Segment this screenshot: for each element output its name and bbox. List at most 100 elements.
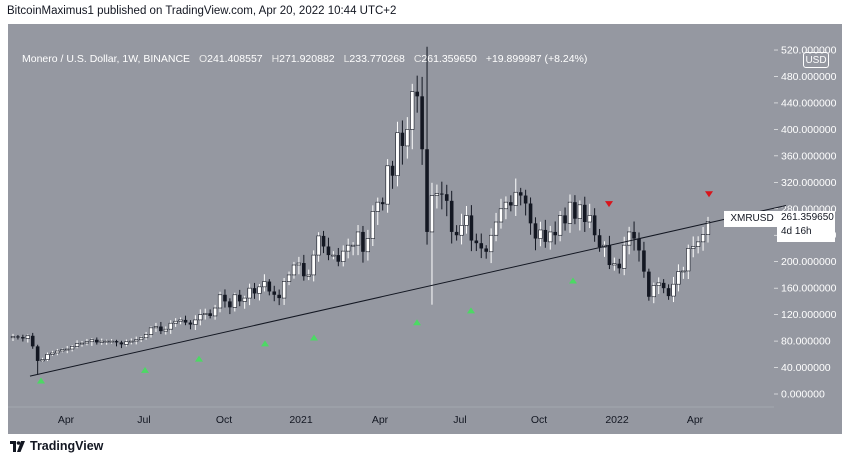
candle-up	[139, 337, 144, 341]
candle-up	[79, 342, 85, 345]
candle-up	[163, 328, 168, 332]
support-trendline	[29, 204, 787, 377]
candle-up	[25, 335, 30, 339]
candle-up	[50, 352, 55, 355]
candle-up	[247, 287, 252, 299]
candle-up	[148, 327, 154, 335]
candle-up	[434, 193, 440, 196]
y-tick-label: 440.000000	[781, 97, 837, 109]
resistance-arrow-icon	[705, 191, 713, 198]
candle-up	[405, 129, 410, 147]
candle-up	[291, 264, 297, 276]
candle-down	[484, 248, 488, 252]
support-arrow-icon	[141, 366, 149, 373]
candle-down	[114, 341, 119, 343]
candle-up	[498, 208, 504, 223]
candle-up	[691, 246, 696, 249]
candle-up	[612, 263, 617, 266]
y-tick-label: 120.000000	[781, 309, 837, 321]
brand-name: TradingView	[30, 439, 104, 453]
candle-up	[232, 294, 237, 308]
x-tick-label: 2021	[289, 414, 313, 426]
footer-brand[interactable]: TradingView	[10, 438, 103, 454]
close-key: C	[413, 53, 422, 65]
candle-up	[306, 274, 311, 277]
candle-down	[415, 91, 419, 97]
candle-down	[119, 342, 124, 345]
chart-area[interactable]: 0.000000 40.000000 80.000000 120.000000 160.…	[8, 24, 842, 434]
candle-down	[302, 263, 306, 277]
y-tick-label: 0.000000	[781, 389, 825, 401]
candle-up	[355, 231, 361, 246]
candle-down	[573, 202, 577, 219]
x-tick-label: 2022	[605, 414, 629, 426]
candle-down	[361, 231, 365, 252]
y-tick-label: 200.000000	[781, 256, 837, 268]
y-tick-label: 320.000000	[781, 177, 837, 189]
last-price: 261.359650	[781, 212, 834, 223]
support-arrow-icon	[195, 355, 203, 362]
x-tick-label: Apr	[372, 414, 389, 426]
candle-down	[533, 223, 538, 239]
candle-up	[489, 234, 494, 253]
x-tick-label: Jul	[453, 414, 466, 426]
change-value: +19.899987 (+8.24%)	[485, 53, 588, 65]
candle-down	[228, 301, 232, 308]
candle-up	[429, 195, 435, 233]
chart-background	[8, 24, 842, 434]
candle-down	[223, 294, 227, 302]
candle-down	[420, 96, 424, 150]
support-arrow-icon	[467, 307, 475, 314]
support-arrow-icon	[37, 377, 45, 384]
candle-up	[99, 340, 104, 343]
candle-down	[159, 326, 163, 332]
y-tick-label: 40.000000	[781, 362, 831, 374]
candle-up	[143, 334, 149, 339]
candle-up	[10, 336, 16, 339]
candlestick-chart[interactable]: 0.000000 40.000000 80.000000 120.000000 160.…	[8, 24, 842, 434]
candle-up	[538, 229, 543, 239]
candle-down	[425, 149, 429, 232]
candle-down	[637, 238, 641, 251]
candle-up	[70, 346, 75, 350]
candle-up	[55, 350, 60, 354]
candle-down	[592, 215, 597, 236]
y-tick-label: 360.000000	[781, 150, 837, 162]
candle-down	[16, 336, 20, 338]
candle-up	[124, 341, 129, 345]
candle-up	[262, 281, 267, 288]
candle-up	[577, 204, 582, 220]
candle-up	[134, 339, 139, 342]
y-tick-label: 80.000000	[781, 336, 831, 348]
candle-down	[321, 235, 326, 247]
currency-button[interactable]: USD	[803, 52, 829, 68]
candle-up	[74, 343, 80, 347]
close-value: 261.359650	[421, 53, 477, 65]
candle-up	[676, 271, 681, 285]
ticker-tag: XMRUSD	[724, 211, 780, 227]
candle-up	[567, 201, 573, 224]
candle-up	[311, 254, 316, 276]
low-value: 233.770268	[349, 53, 405, 65]
candle-up	[351, 244, 356, 247]
candle-up	[296, 262, 301, 266]
y-tick-label: 160.000000	[781, 283, 837, 295]
candle-down	[30, 335, 35, 347]
y-tick-label: 480.000000	[781, 71, 837, 83]
candle-up	[656, 282, 661, 286]
candle-up	[109, 340, 114, 343]
open-key: O	[198, 53, 208, 65]
high-key: H	[271, 53, 280, 65]
candle-up	[705, 221, 711, 235]
support-arrow-icon	[261, 340, 269, 347]
candle-down	[607, 245, 612, 266]
candle-up	[622, 244, 627, 269]
candle-down	[642, 250, 646, 272]
candle-up	[173, 320, 178, 324]
candle-up	[671, 283, 676, 297]
y-tick-label: 400.000000	[781, 124, 837, 136]
candle-down	[208, 313, 212, 316]
bar-countdown: 4d 16h	[781, 226, 812, 237]
candle-up	[104, 340, 109, 343]
candle-up	[686, 248, 691, 272]
